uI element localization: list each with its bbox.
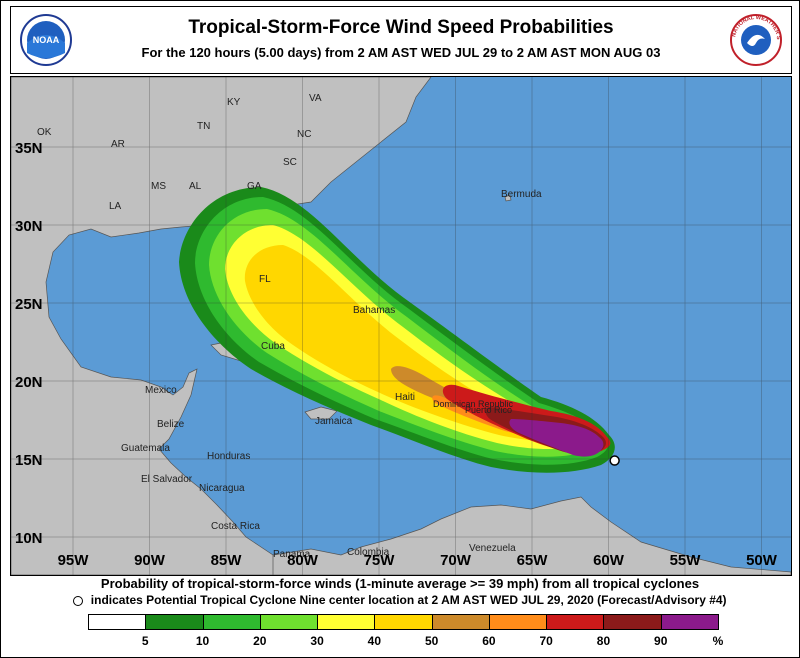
longitude-label: 70W (440, 552, 472, 569)
longitude-label: 90W (134, 552, 166, 569)
longitude-label: 85W (211, 552, 243, 569)
place-label: NC (297, 129, 311, 140)
place-label: Nicaragua (199, 483, 245, 494)
place-label: Colombia (347, 547, 390, 558)
place-label: Jamaica (315, 416, 353, 427)
legend-swatch (88, 614, 147, 630)
latitude-label: 30N (15, 218, 43, 235)
latitude-label: 15N (15, 452, 43, 469)
longitude-label: 75W (364, 552, 396, 569)
legend-swatch (488, 614, 548, 630)
place-label: FL (259, 274, 271, 285)
place-label: Belize (157, 419, 185, 430)
page-subtitle: For the 120 hours (5.00 days) from 2 AM … (141, 45, 661, 60)
noaa-logo: NOAA (20, 14, 72, 66)
legend-swatch (202, 614, 261, 630)
place-label: KY (227, 97, 241, 108)
svg-text:NOAA: NOAA (33, 35, 60, 45)
page-title: Tropical-Storm-Force Wind Speed Probabil… (188, 17, 614, 38)
probability-bands (179, 187, 615, 473)
nws-logo: NATIONAL WEATHER SERVICE (729, 13, 782, 66)
place-label: OK (37, 127, 52, 138)
place-label: Panama (273, 549, 311, 560)
place-label: El Salvador (141, 474, 193, 485)
place-label: Dominican Republic (433, 399, 514, 409)
latitude-label: 35N (15, 140, 43, 157)
longitude-labels: 95W 90W 85W 80W 75W 70W 65W 60W 55W 50W (58, 552, 778, 569)
place-label: Haiti (395, 392, 415, 403)
graticule (11, 77, 791, 575)
color-scale: 5 10 20 30 40 50 60 70 80 90% (88, 614, 723, 648)
legend-swatch (145, 614, 204, 630)
legend-swatch (546, 614, 605, 630)
place-label: Guatemala (121, 443, 170, 454)
legend-label: 10 (195, 634, 210, 648)
place-label: Mexico (145, 385, 177, 396)
place-label: AL (189, 181, 202, 192)
legend-swatch (603, 614, 662, 630)
place-label: Venezuela (469, 543, 516, 554)
longitude-label: 80W (287, 552, 319, 569)
legend-swatch (374, 614, 433, 630)
legend-label: 40 (367, 634, 382, 648)
legend-swatch (660, 614, 719, 630)
legend-swatch (431, 614, 490, 630)
place-label: Cuba (261, 341, 285, 352)
legend-label: 5 (141, 634, 149, 648)
legend-swatch (259, 614, 319, 630)
place-labels: OK AR TN KY VA NC SC MS AL GA LA FL Bermuda Bahamas Cu… (37, 93, 542, 560)
latitude-label: 10N (15, 530, 43, 547)
place-label: GA (247, 181, 262, 192)
legend-label: 60 (482, 634, 496, 648)
place-label: Costa Rica (211, 521, 260, 532)
longitude-label: 50W (746, 552, 778, 569)
place-label: TN (197, 121, 210, 132)
legend-label: 30 (310, 634, 324, 648)
place-label: Bermuda (501, 189, 542, 200)
latitude-label: 25N (15, 296, 43, 313)
header: NOAA Tropical-Storm-Force Wind Speed Pro… (10, 6, 792, 74)
footer-legend: Probability of tropical-storm-force wind… (10, 576, 790, 648)
latitude-label: 20N (15, 374, 43, 391)
legend-label: 20 (253, 634, 267, 648)
latitude-labels: 35N 30N 25N 20N 15N 10N (15, 140, 43, 547)
bermuda (504, 194, 512, 202)
longitude-label: 55W (670, 552, 702, 569)
longitude-label: 65W (517, 552, 549, 569)
place-label: VA (309, 93, 322, 104)
longitude-label: 95W (58, 552, 90, 569)
legend-label: 80 (596, 634, 611, 648)
place-label: Puerto Rico (465, 405, 512, 415)
jamaica (304, 406, 338, 420)
place-label: MS (151, 181, 166, 192)
place-label: LA (109, 201, 122, 212)
probability-map: OK AR TN KY VA NC SC MS AL GA LA FL Bermuda Bahamas Cu… (10, 76, 792, 576)
legend-label: 70 (539, 634, 553, 648)
legend-label: 90 (654, 634, 668, 648)
legend-label: % (712, 634, 724, 648)
legend-note-text: indicates Potential Tropical Cyclone Nin… (90, 593, 727, 607)
legend-title: Probability of tropical-storm-force wind… (100, 576, 700, 591)
legend-swatch (317, 614, 376, 630)
place-label: Bahamas (353, 305, 395, 316)
place-label: Honduras (207, 451, 250, 462)
longitude-label: 60W (593, 552, 625, 569)
legend-note: indicates Potential Tropical Cyclone Nin… (10, 593, 790, 607)
storm-center-symbol (73, 595, 84, 606)
legend-label: 50 (424, 634, 439, 648)
place-label: SC (283, 157, 297, 168)
place-label: AR (111, 139, 125, 150)
storm-center-marker (609, 455, 620, 466)
